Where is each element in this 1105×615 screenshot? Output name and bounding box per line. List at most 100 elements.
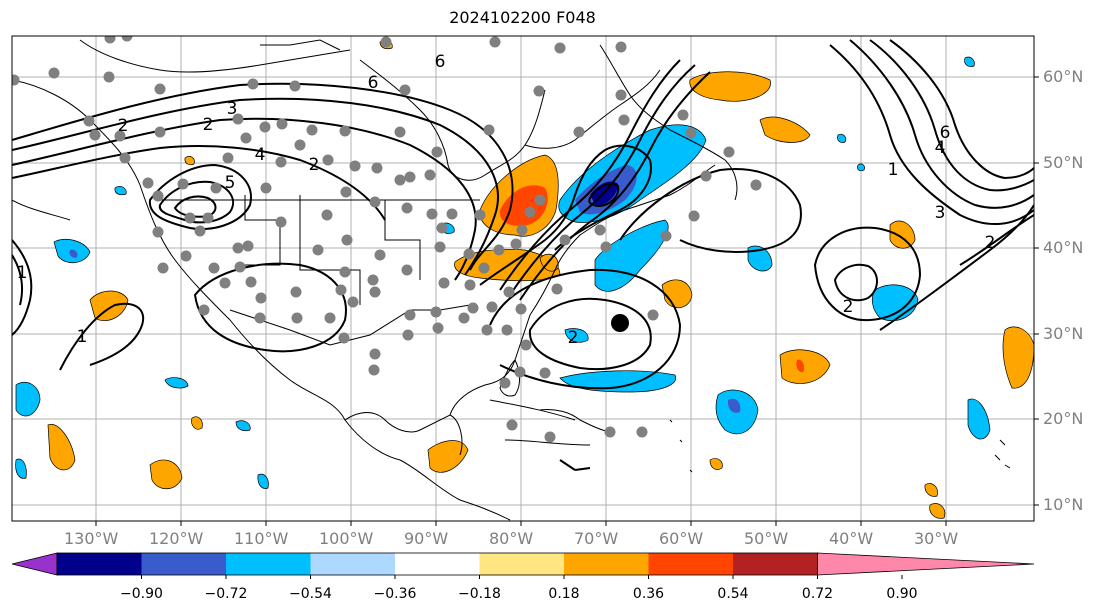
station-dot (544, 431, 556, 443)
station-dot (750, 179, 762, 191)
lon-tick-label: 130°W (64, 529, 119, 548)
lat-tick-label: 60°N (1043, 67, 1084, 86)
station-dot (154, 126, 166, 138)
colorbar-tick-label: 0.18 (548, 586, 580, 602)
station-dot (647, 309, 659, 321)
station-dot (489, 36, 501, 48)
station-dot (636, 426, 648, 438)
station-dot (604, 426, 616, 438)
station-dot (404, 171, 416, 183)
station-dot (464, 279, 476, 291)
station-dot (157, 262, 169, 274)
station-dot (401, 202, 413, 214)
contour-label: 6 (368, 73, 379, 93)
station-dot (503, 286, 515, 298)
contour-label: 2 (309, 155, 320, 175)
station-dot (516, 224, 528, 236)
station-dot (152, 190, 164, 202)
station-dot (339, 266, 351, 278)
colorbar-tick-label: 0.90 (886, 586, 918, 602)
station-dot (254, 312, 266, 324)
station-dot (340, 186, 352, 198)
station-dot (341, 234, 353, 246)
contour-label: 2 (843, 297, 854, 317)
station-dot (520, 339, 532, 351)
station-dot (446, 208, 458, 220)
station-dot (499, 377, 511, 389)
station-dot (401, 264, 413, 276)
colorbar-segment (310, 553, 395, 575)
station-dot (369, 286, 381, 298)
colorbar-extend-high (817, 552, 1035, 576)
station-dot (324, 312, 336, 324)
station-dot (142, 177, 154, 189)
station-dot (554, 42, 566, 54)
station-dot (486, 301, 498, 313)
lat-tick-label: 20°N (1043, 409, 1084, 428)
contour-label: 4 (935, 138, 946, 158)
lon-tick-label: 110°W (234, 529, 289, 548)
station-dot (291, 312, 303, 324)
station-dot (260, 182, 272, 194)
contour-label: 2 (985, 233, 996, 253)
station-dot (247, 78, 259, 90)
contour-label: 4 (255, 145, 266, 165)
station-dot (394, 126, 406, 138)
station-dot (245, 276, 257, 288)
contour-label: 1 (77, 327, 88, 347)
station-dot (289, 80, 301, 92)
station-dot (152, 226, 164, 238)
contour-label: 1 (888, 160, 899, 180)
station-dot (369, 348, 381, 360)
colorbar-tick-label: −0.72 (204, 586, 248, 602)
colorbar-segment (733, 553, 818, 575)
station-dot (559, 234, 571, 246)
station-dot (432, 322, 444, 334)
colorbar-segment (57, 553, 142, 575)
station-dot (339, 125, 351, 137)
station-dot (103, 71, 115, 83)
station-dot (615, 41, 627, 53)
station-dot (202, 212, 214, 224)
station-dot (347, 296, 359, 308)
station-dot (685, 127, 697, 139)
colorbar-tick-label: −0.54 (289, 586, 332, 602)
station-dot (83, 115, 95, 127)
colorbar-extend-low (11, 552, 58, 576)
station-dot (242, 240, 254, 252)
colorbar-segment (141, 553, 226, 575)
station-dot (534, 194, 546, 206)
colorbar-tick-label: −0.18 (458, 586, 501, 602)
station-dot (467, 302, 479, 314)
contour-label: 2 (568, 328, 579, 348)
lon-tick-label: 100°W (319, 529, 374, 548)
station-dots (12, 36, 762, 443)
station-dot (232, 242, 244, 254)
colorbar-segment (395, 553, 480, 575)
station-dot (259, 121, 271, 133)
station-dot (177, 178, 189, 190)
station-dot (660, 230, 672, 242)
station-dot (539, 367, 551, 379)
station-dot (483, 124, 495, 136)
lon-tick-label: 50°W (744, 529, 789, 548)
lon-tick-label: 30°W (914, 529, 959, 548)
station-dot (255, 292, 267, 304)
station-dot (533, 85, 545, 97)
station-dot (12, 74, 20, 86)
station-dot (424, 169, 436, 181)
station-dot (290, 286, 302, 298)
station-dot (335, 284, 347, 296)
lon-tick-label: 120°W (149, 529, 204, 548)
station-dot (210, 182, 222, 194)
colorbar-tick-label: 0.54 (717, 586, 749, 602)
contour-label: 6 (940, 123, 951, 143)
station-dot (600, 241, 612, 253)
station-dot (723, 146, 735, 158)
station-dot (426, 208, 438, 220)
station-dot (481, 324, 493, 336)
station-dot (478, 262, 490, 274)
station-dot (121, 36, 133, 42)
colorbar-tick-label: 0.72 (801, 586, 834, 602)
